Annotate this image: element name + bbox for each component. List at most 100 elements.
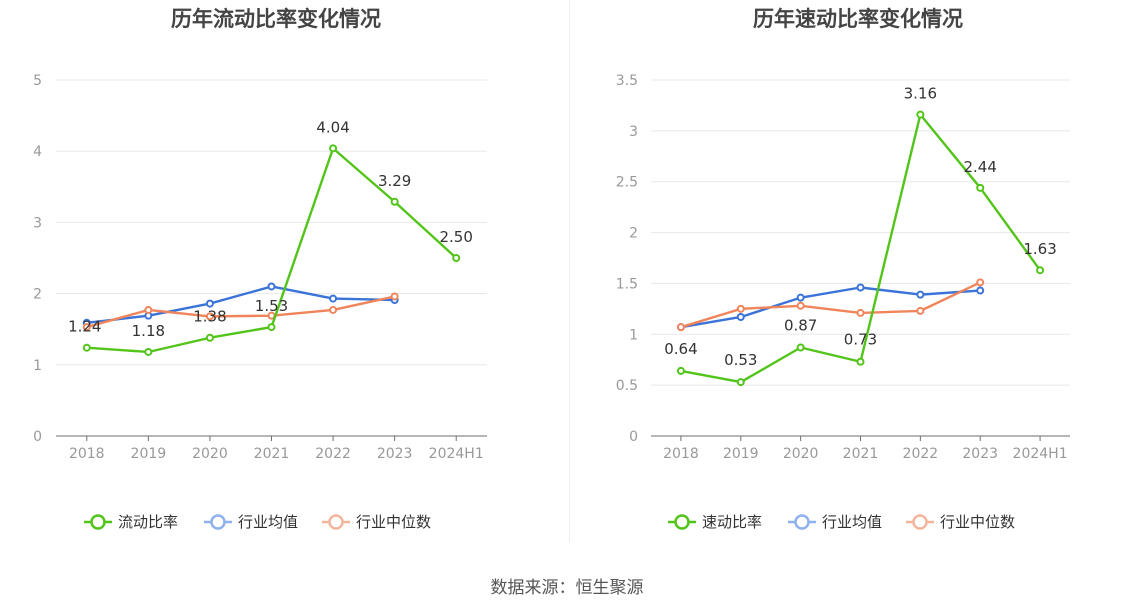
data-point-avg bbox=[329, 294, 338, 303]
y-tick-label: 1 bbox=[629, 327, 638, 343]
data-point-median bbox=[676, 323, 685, 332]
legend-marker bbox=[210, 514, 226, 530]
legend-marker bbox=[912, 514, 928, 530]
y-tick-label: 1 bbox=[33, 358, 42, 374]
data-label: 1.38 bbox=[193, 308, 226, 326]
data-point-primary bbox=[144, 347, 153, 356]
data-label: 2.44 bbox=[964, 158, 997, 176]
y-tick-label: 3 bbox=[629, 124, 638, 140]
data-label: 1.24 bbox=[68, 318, 101, 336]
x-tick-label: 2021 bbox=[254, 446, 290, 462]
data-label: 4.04 bbox=[316, 118, 349, 136]
data-point-median bbox=[82, 323, 91, 332]
x-tick-label: 2019 bbox=[131, 446, 167, 462]
y-tick-label: 3 bbox=[33, 215, 42, 231]
x-tick-label: 2018 bbox=[69, 446, 105, 462]
data-point-primary bbox=[205, 333, 214, 342]
data-point-primary bbox=[1036, 266, 1045, 275]
data-point-avg bbox=[736, 312, 745, 321]
x-tick-label: 2024H1 bbox=[429, 446, 484, 462]
data-point-primary bbox=[390, 197, 399, 206]
data-point-median bbox=[736, 304, 745, 313]
series-line-avg bbox=[680, 286, 981, 329]
data-point-median bbox=[205, 312, 214, 321]
series-line-avg bbox=[86, 285, 395, 324]
y-tick-label: 2 bbox=[33, 287, 42, 303]
y-tick-label: 0 bbox=[33, 429, 42, 445]
y-tick-label: 0 bbox=[629, 429, 638, 445]
data-point-avg bbox=[205, 299, 214, 308]
chart-2: 历年速动比率变化情况 0 0.5 1 1.5 2 2.5 3 3.5 2018 2019 2020 20… bbox=[616, 7, 1070, 531]
legend-marker bbox=[794, 514, 810, 530]
x-tick-label: 2024H1 bbox=[1013, 446, 1068, 462]
y-tick-label: 1.5 bbox=[616, 276, 638, 292]
data-point-median bbox=[976, 278, 985, 287]
x-tick-label: 2022 bbox=[315, 446, 351, 462]
data-point-primary bbox=[82, 343, 91, 352]
legend-item-primary: 速动比率 bbox=[668, 513, 762, 531]
legend-item-median: 行业中位数 bbox=[906, 513, 1015, 531]
series-line-median bbox=[86, 295, 395, 329]
x-tick-label: 2023 bbox=[962, 446, 998, 462]
data-point-primary bbox=[976, 183, 985, 192]
series-line-median bbox=[680, 281, 981, 329]
data-label: 0.53 bbox=[724, 351, 757, 369]
y-tick-label: 0.5 bbox=[616, 378, 638, 394]
legend-item-median: 行业中位数 bbox=[322, 513, 431, 531]
legend-item-primary: 流动比率 bbox=[84, 513, 178, 531]
data-point-median bbox=[856, 308, 865, 317]
legend-marker bbox=[328, 514, 344, 530]
y-tick-label: 2.5 bbox=[616, 175, 638, 191]
legend-label: 流动比率 bbox=[118, 513, 178, 531]
legend-item-avg: 行业均值 bbox=[788, 513, 882, 531]
chart-title: 历年流动比率变化情况 bbox=[171, 7, 381, 31]
data-label: 3.29 bbox=[378, 172, 411, 190]
data-point-avg bbox=[916, 290, 925, 299]
data-point-median bbox=[390, 292, 399, 301]
data-point-median bbox=[916, 306, 925, 315]
data-label: 0.73 bbox=[844, 331, 877, 349]
data-point-primary bbox=[329, 144, 338, 153]
data-source-note: 数据来源：恒生聚源 bbox=[490, 578, 644, 598]
legend-marker bbox=[674, 514, 690, 530]
legend-label: 行业均值 bbox=[822, 513, 882, 531]
data-label: 0.87 bbox=[784, 317, 817, 335]
data-point-avg bbox=[267, 282, 276, 291]
data-label: 2.50 bbox=[440, 228, 473, 246]
data-point-median bbox=[796, 301, 805, 310]
data-point-avg bbox=[976, 286, 985, 295]
data-point-primary bbox=[736, 378, 745, 387]
x-tick-label: 2020 bbox=[192, 446, 228, 462]
data-label: 1.63 bbox=[1023, 240, 1056, 258]
chart-title: 历年速动比率变化情况 bbox=[753, 7, 963, 31]
data-point-primary bbox=[267, 323, 276, 332]
y-tick-label: 5 bbox=[33, 73, 42, 89]
chart-1: 历年流动比率变化情况 0 1 2 3 4 5 2018 2019 2020 2021 2022 2023… bbox=[33, 7, 487, 531]
x-tick-label: 2020 bbox=[783, 446, 819, 462]
y-tick-label: 4 bbox=[33, 144, 42, 160]
data-point-avg bbox=[796, 293, 805, 302]
x-tick-label: 2022 bbox=[903, 446, 939, 462]
data-point-primary bbox=[452, 254, 461, 262]
data-point-primary bbox=[856, 357, 865, 366]
y-tick-label: 2 bbox=[629, 226, 638, 242]
legend-label: 速动比率 bbox=[702, 513, 762, 531]
data-label: 1.18 bbox=[132, 322, 165, 340]
data-point-primary bbox=[676, 366, 685, 375]
data-point-median bbox=[329, 305, 338, 314]
x-tick-label: 2018 bbox=[663, 446, 699, 462]
data-point-avg bbox=[856, 283, 865, 292]
data-label: 0.64 bbox=[664, 340, 697, 358]
legend-item-avg: 行业均值 bbox=[204, 513, 298, 531]
legend-label: 行业中位数 bbox=[356, 513, 431, 531]
legend-label: 行业中位数 bbox=[940, 513, 1015, 531]
x-tick-label: 2023 bbox=[377, 446, 413, 462]
x-tick-label: 2021 bbox=[843, 446, 879, 462]
data-point-median bbox=[144, 305, 153, 314]
chart-divider bbox=[569, 0, 570, 542]
data-point-primary bbox=[916, 110, 925, 119]
data-point-primary bbox=[796, 343, 805, 352]
data-label: 1.53 bbox=[255, 297, 288, 315]
legend-label: 行业均值 bbox=[238, 513, 298, 531]
